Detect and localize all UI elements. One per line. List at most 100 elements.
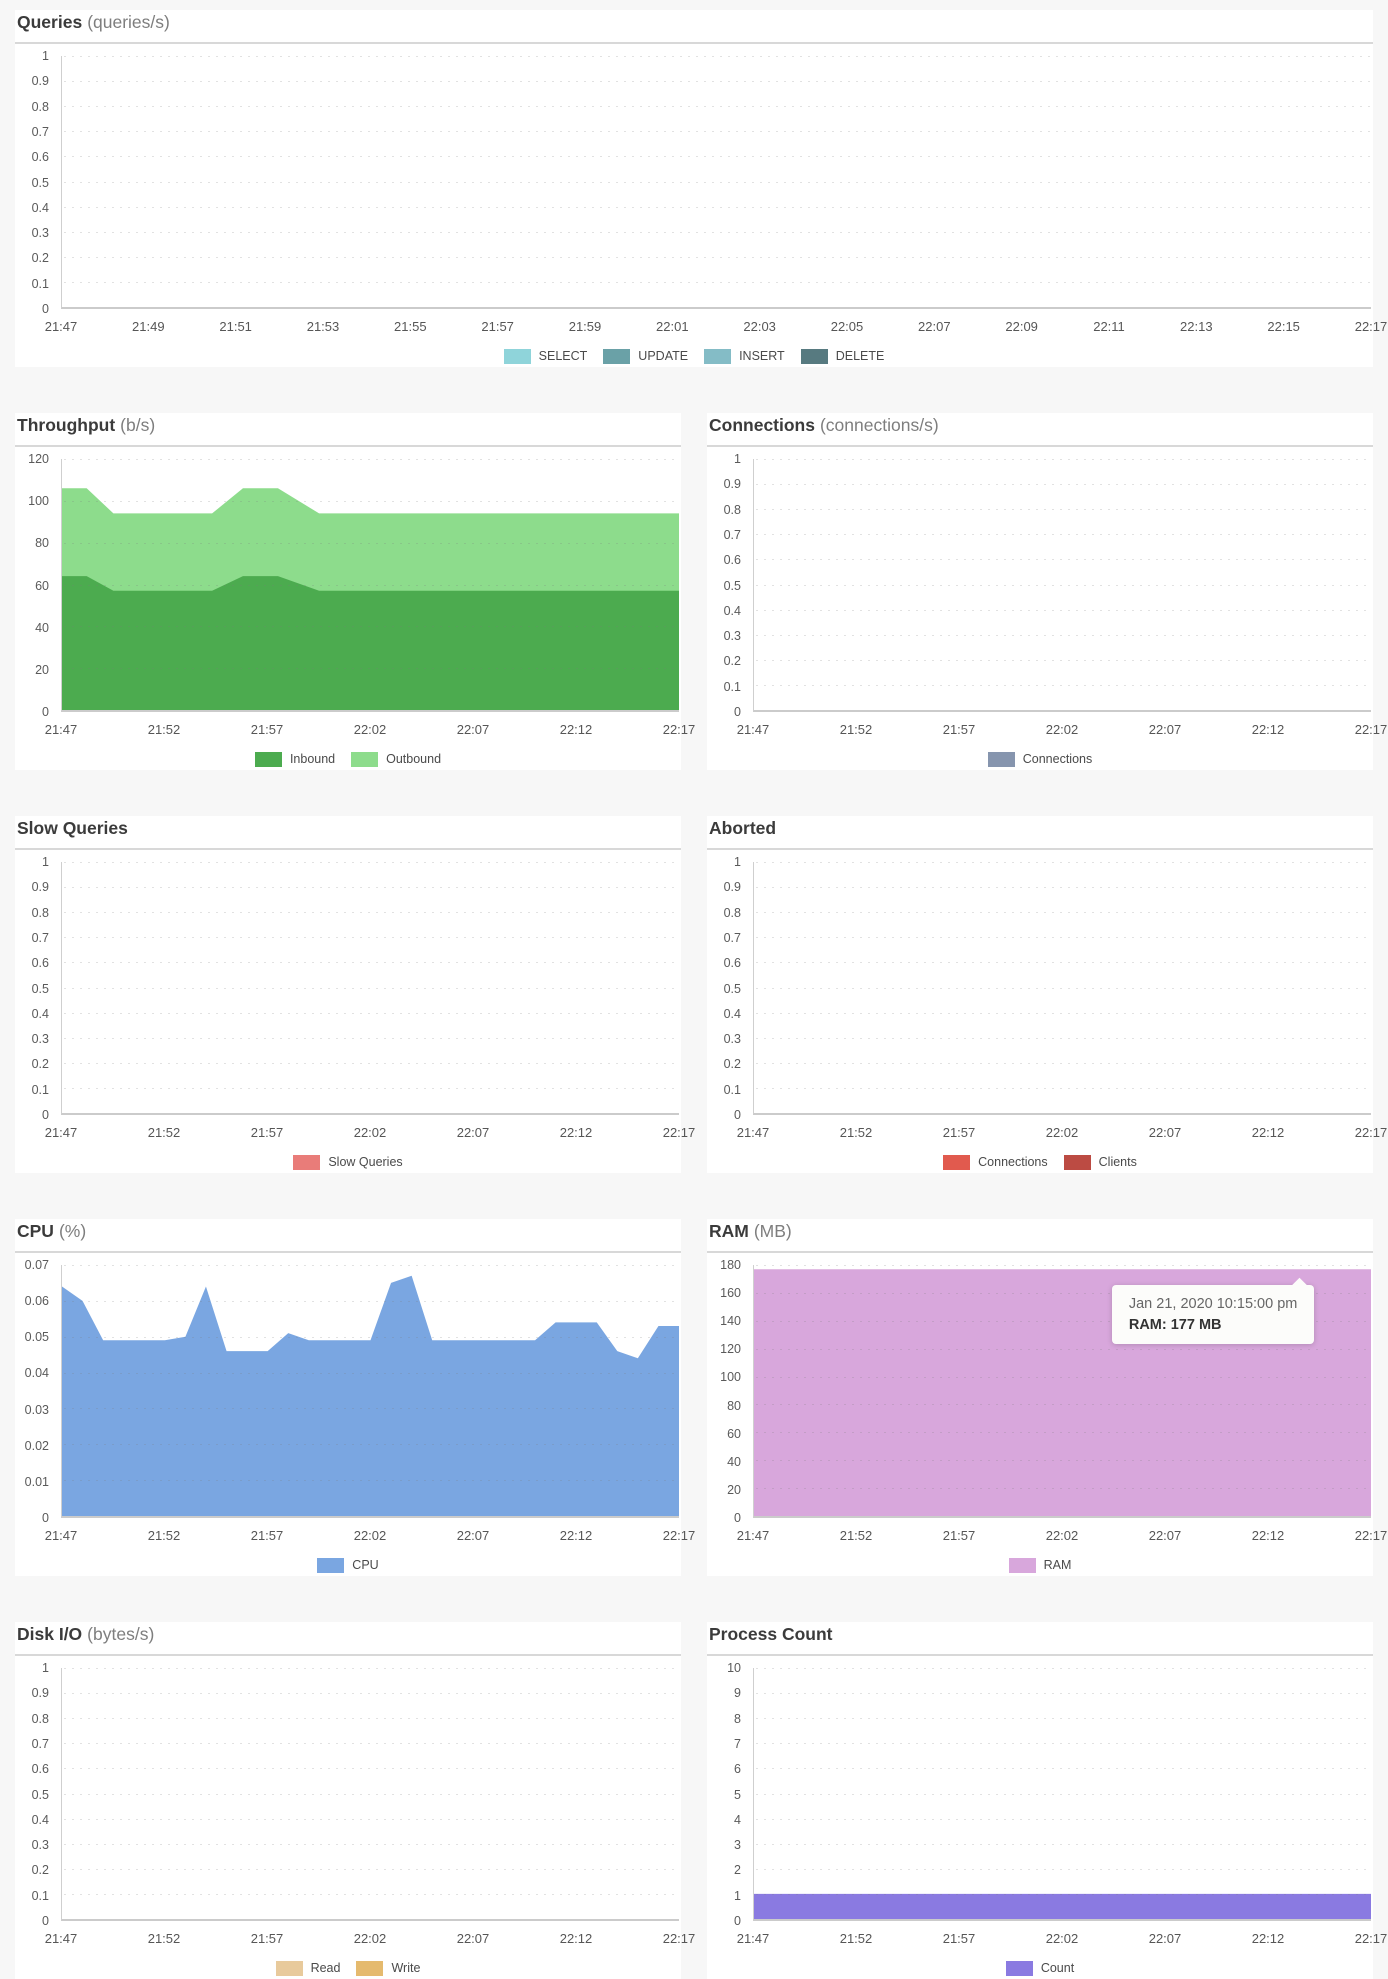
y-tick-label: 6 xyxy=(734,1762,741,1777)
y-tick-label: 0.3 xyxy=(723,1032,741,1047)
x-tick-label: 21:47 xyxy=(736,722,770,737)
legend-swatch xyxy=(1005,1960,1033,1976)
legend-label: Connections xyxy=(1022,752,1093,766)
x-tick-label: 21:53 xyxy=(306,319,340,334)
y-tick-label: 1 xyxy=(734,1888,741,1903)
chart-plot-area[interactable] xyxy=(61,1668,679,1921)
y-tick-label: 0.3 xyxy=(31,1032,49,1047)
legend-item-write[interactable]: Write xyxy=(356,1960,420,1976)
chart-plot-area[interactable] xyxy=(753,862,1371,1115)
y-tick-label: 0.1 xyxy=(723,1082,741,1097)
x-tick-label: 21:47 xyxy=(44,1931,78,1946)
chart-plot-area[interactable] xyxy=(61,56,1371,309)
tooltip-timestamp: Jan 21, 2020 10:15:00 pm xyxy=(1128,1296,1298,1313)
y-tick-label: 0.3 xyxy=(31,226,49,241)
y-tick-label: 120 xyxy=(720,1342,741,1357)
gridline xyxy=(756,559,1371,561)
legend-item-clients[interactable]: Clients xyxy=(1063,1154,1137,1170)
legend-item-delete[interactable]: DELETE xyxy=(800,348,884,364)
gridline xyxy=(756,1012,1371,1014)
x-tick-label: 22:17 xyxy=(662,722,696,737)
x-tick-label: 22:12 xyxy=(1251,1931,1285,1946)
y-tick-label: 0.2 xyxy=(31,1863,49,1878)
x-tick-label: 21:52 xyxy=(147,722,181,737)
gridline xyxy=(756,1348,1371,1350)
gridline xyxy=(64,1480,679,1482)
legend-label: INSERT xyxy=(739,349,785,363)
chart-plot-area[interactable] xyxy=(61,459,679,712)
y-tick-label: 0 xyxy=(42,1511,49,1525)
chart-plot-area[interactable] xyxy=(61,862,679,1115)
x-tick-label: 22:15 xyxy=(1267,319,1300,334)
chart-plot-area[interactable] xyxy=(753,1668,1371,1921)
chart-plot-area[interactable]: Jan 21, 2020 10:15:00 pm RAM: 177 MB xyxy=(753,1265,1371,1518)
y-tick-label: 0.2 xyxy=(723,1057,741,1072)
y-tick-label: 40 xyxy=(35,620,49,635)
legend-item-slow-queries[interactable]: Slow Queries xyxy=(293,1154,403,1170)
chart-body: 10 9 8 7 6 5 4 3 2 1 0 xyxy=(707,1661,1373,1928)
legend-item-ram[interactable]: RAM xyxy=(1008,1557,1071,1573)
legend-item-cpu[interactable]: CPU xyxy=(317,1557,379,1573)
gridline xyxy=(64,1693,679,1695)
y-tick-label: 8 xyxy=(734,1711,741,1726)
y-tick-label: 0.7 xyxy=(31,124,49,139)
legend-item-inbound[interactable]: Inbound xyxy=(254,751,335,767)
gridline xyxy=(756,659,1371,661)
legend-item-select[interactable]: SELECT xyxy=(503,348,588,364)
process-count-chart-panel: Process Count 10 9 8 7 6 5 4 3 2 1 0 21:47 21:52 21:57… xyxy=(707,1622,1387,1979)
chart-plot-area[interactable] xyxy=(61,1265,679,1518)
legend-swatch xyxy=(275,1960,303,1976)
legend-item-outbound[interactable]: Outbound xyxy=(351,751,441,767)
y-tick-label: 0 xyxy=(42,1914,49,1928)
chart-plot-area[interactable] xyxy=(753,459,1371,712)
aborted-chart-panel: Aborted 1 0.9 0.8 0.7 0.6 0.5 0.4 0.3 0.2 0.1 0 21:4… xyxy=(707,816,1387,1173)
y-tick-label: 5 xyxy=(734,1787,741,1802)
x-tick-label: 22:12 xyxy=(1251,1125,1285,1140)
chart-title: Process Count xyxy=(709,1624,833,1644)
y-tick-label: 0.02 xyxy=(24,1438,49,1453)
y-tick-label: 0.4 xyxy=(31,1812,49,1827)
gridline xyxy=(64,181,1371,183)
legend-item-insert[interactable]: INSERT xyxy=(704,348,785,364)
y-axis-labels: 1 0.9 0.8 0.7 0.6 0.5 0.4 0.3 0.2 0.1 0 xyxy=(15,855,55,1122)
gridline xyxy=(756,584,1371,586)
gridline xyxy=(64,1868,679,1870)
y-tick-label: 0.9 xyxy=(31,880,49,895)
legend-swatch xyxy=(943,1154,971,1170)
gridline xyxy=(64,1336,679,1338)
legend-item-connections[interactable]: Connections xyxy=(987,751,1093,767)
gridline xyxy=(756,1488,1371,1490)
x-tick-label: 22:02 xyxy=(353,722,387,737)
legend-label: SELECT xyxy=(538,349,588,363)
gridline xyxy=(64,1012,679,1014)
chart-unit: (%) xyxy=(58,1221,87,1241)
legend-item-update[interactable]: UPDATE xyxy=(603,348,688,364)
y-tick-label: 1 xyxy=(734,855,741,869)
legend-swatch xyxy=(987,751,1015,767)
chart-unit: (connections/s) xyxy=(819,415,939,435)
gridline xyxy=(756,1320,1371,1322)
legend-label: Connections xyxy=(978,1155,1048,1169)
y-tick-label: 60 xyxy=(35,578,49,593)
legend-swatch xyxy=(356,1960,384,1976)
gridline xyxy=(756,1265,1371,1266)
gridline xyxy=(64,1444,679,1446)
y-tick-label: 0.7 xyxy=(31,930,49,945)
legend-item-count[interactable]: Count xyxy=(1005,1960,1074,1976)
y-axis-labels: 1 0.9 0.8 0.7 0.6 0.5 0.4 0.3 0.2 0.1 0 xyxy=(15,49,55,316)
x-tick-label: 22:12 xyxy=(559,722,593,737)
y-tick-label: 0.6 xyxy=(31,1762,49,1777)
y-axis-labels: 0.07 0.06 0.05 0.04 0.03 0.02 0.01 0 xyxy=(15,1258,55,1525)
cpu-chart-panel: CPU (%) 0.07 0.06 0.05 0.04 0.03 0.02 0.01 0 21:47… xyxy=(15,1219,695,1576)
legend-item-read[interactable]: Read xyxy=(275,1960,340,1976)
legend-item-connections[interactable]: Connections xyxy=(943,1154,1048,1170)
y-axis-labels: 120 100 80 60 40 20 0 xyxy=(15,452,55,719)
y-tick-label: 20 xyxy=(35,662,49,677)
chart-header: Process Count xyxy=(707,1622,1373,1656)
x-tick-label: 21:47 xyxy=(44,1528,78,1543)
gridline xyxy=(64,156,1371,158)
y-tick-label: 0.9 xyxy=(723,880,741,895)
gridline xyxy=(756,1460,1371,1462)
chart-title: Throughput xyxy=(17,415,116,435)
